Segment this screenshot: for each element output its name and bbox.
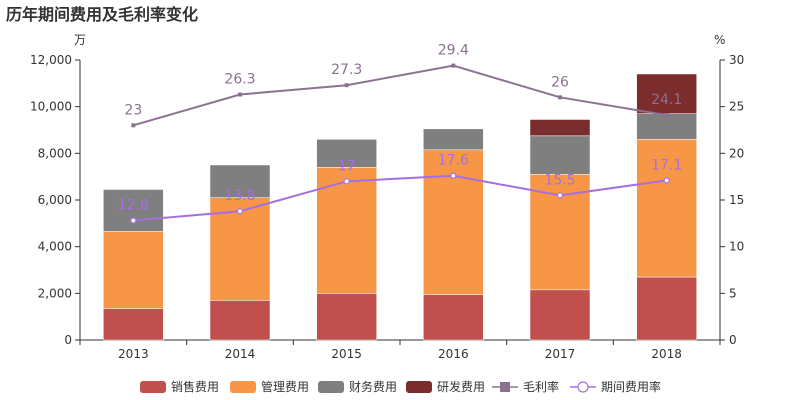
legend-swatch [140,381,166,393]
bar-segment [316,139,377,168]
data-label: 17 [338,158,356,174]
legend-swatch [318,381,344,393]
data-label: 17.6 [438,153,469,169]
y-tick-label-left: 10,000 [30,100,72,114]
legend-marker [500,382,510,392]
data-label: 23 [124,102,142,118]
legend: 销售费用 管理费用 财务费用 研发费用 毛利率 期间费用率 [140,379,661,394]
bar-segment [103,189,164,232]
legend-swatch [406,381,432,393]
x-tick-label: 2018 [651,347,682,361]
y-tick-label-left: 0 [64,333,72,347]
y-tick-label-right: 20 [729,146,744,160]
data-label: 12.8 [118,198,149,214]
x-tick-label: 2015 [331,347,362,361]
y-tick-label-right: 5 [729,286,737,300]
legend-label: 研发费用 [437,379,485,394]
y-tick-label-right: 0 [729,333,737,347]
bar-segment [529,289,591,341]
bar-segment [636,139,697,278]
data-label: 24.1 [651,92,682,108]
bar-segment [103,231,164,309]
y-tick-label-right: 30 [729,53,744,67]
data-label: 13.8 [224,188,255,204]
line-point [450,172,457,179]
bar-segment [636,276,697,341]
left-axis-unit: 万 [74,33,86,47]
bar-segment [529,119,591,137]
data-label: 17.1 [651,157,682,173]
data-label: 26.3 [224,72,255,88]
bar-segment [209,300,271,341]
bar-segment [636,73,697,114]
data-label: 27.3 [331,62,362,78]
data-label: 29.4 [438,43,469,59]
y-tick-label-left: 6,000 [38,193,72,207]
bar-segment [423,128,484,151]
bar-segment [316,293,377,341]
lines: 23 26.3 27.3 29.4 26 24.1 12.8 13.8 17 17.6 15.5 17… [118,43,682,224]
line-point [236,208,244,215]
bar-segment [103,308,164,341]
legend-label: 财务费用 [349,379,397,394]
legend-swatch [230,381,256,393]
right-axis-unit: % [714,33,725,47]
legend-label: 销售费用 [171,379,219,394]
line-point [664,113,669,118]
line-point [344,83,349,88]
x-tick-label: 2016 [438,347,469,361]
line-point [131,123,136,128]
legend-label: 毛利率 [523,379,559,394]
line-point [558,95,562,100]
line-point [663,177,670,184]
line-point [451,63,456,68]
bar-segment [529,135,591,175]
y-tick-label-right: 15 [729,193,744,207]
line-point [556,192,564,199]
y-tick-label-right: 10 [729,240,744,254]
legend-label: 管理费用 [261,379,309,394]
x-tick-label: 2017 [545,347,576,361]
y-tick-label-left: 8,000 [38,146,72,160]
bars [103,73,697,341]
data-label: 15.5 [544,172,575,188]
legend-label: 期间费用率 [601,379,661,394]
x-tick-label: 2014 [225,347,256,361]
y-tick-label-left: 12,000 [30,53,72,67]
line-series [133,64,667,127]
bar-segment [423,294,484,341]
line-series [133,174,667,222]
axes: 0 2,000 4,000 6,000 8,000 10,000 12,000 0 5 10 15 2… [30,53,744,361]
y-tick-label-left: 2,000 [38,286,72,300]
line-point [343,178,350,185]
line-point [238,92,242,97]
legend-marker [577,381,589,393]
line-point [130,217,137,224]
chart-title: 历年期间费用及毛利率变化 [6,5,198,24]
bar-segment [636,113,697,140]
y-tick-label-left: 4,000 [38,240,72,254]
data-label: 26 [551,74,569,90]
bar-segment [423,149,484,295]
bar-segment [209,197,271,301]
x-tick-label: 2013 [118,347,149,361]
bar-segment [209,164,271,198]
y-tick-label-right: 25 [729,100,744,114]
